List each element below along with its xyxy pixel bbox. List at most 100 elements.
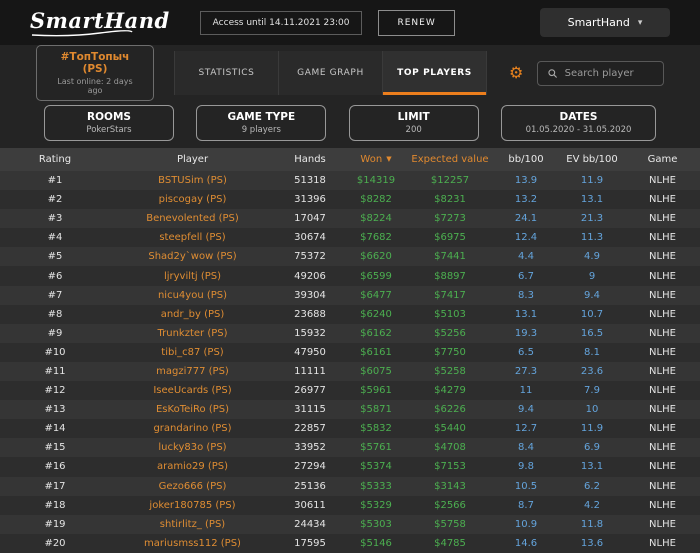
table-row[interactable]: #19 shtirlitz_ (PS) 24434 $5303 $5758 10.9 11.…	[0, 514, 700, 534]
cell-player[interactable]: Benevolented (PS)	[146, 213, 239, 225]
profile-tab[interactable]: #ТопТопыч (PS) Last online: 2 days ago	[36, 45, 154, 101]
cell-game: NLHE	[649, 404, 676, 416]
table-row[interactable]: #2 piscogay (PS) 31396 $8282 $8231 13.2 13.1 NL…	[0, 190, 700, 210]
cell-game: NLHE	[649, 499, 676, 511]
column-header-game[interactable]: Game	[625, 148, 700, 171]
cell-rating: #18	[44, 499, 66, 511]
column-header-player[interactable]: Player	[110, 148, 275, 171]
column-header-hands[interactable]: Hands	[275, 148, 345, 171]
filter-rooms[interactable]: ROOMS PokerStars	[44, 105, 174, 141]
cell-hands: 26977	[294, 385, 326, 397]
table-row[interactable]: #8 andr_by (PS) 23688 $6240 $5103 13.1 10.7 NLH…	[0, 304, 700, 324]
cell-player[interactable]: Gezo666 (PS)	[158, 480, 227, 492]
column-header-expected-value[interactable]: Expected value	[407, 148, 493, 171]
table-row[interactable]: #17 Gezo666 (PS) 25136 $5333 $3143 10.5 6.2 NLH…	[0, 476, 700, 496]
tab-group: STATISTICS GAME GRAPH TOP PLAYERS	[174, 51, 487, 95]
cell-hands: 25136	[294, 480, 326, 492]
cell-hands: 15932	[294, 327, 326, 339]
search-box[interactable]	[537, 60, 664, 86]
filter-limit[interactable]: LIMIT 200	[348, 105, 479, 141]
top-players-table: Rating Player Hands Won ▼ Expected value …	[0, 148, 700, 553]
table-header-row: Rating Player Hands Won ▼ Expected value …	[0, 148, 700, 171]
cell-ev: $7441	[434, 251, 466, 263]
filter-dates[interactable]: DATES 01.05.2020 - 31.05.2020	[500, 105, 656, 141]
cell-won: $5374	[360, 461, 392, 473]
cell-player[interactable]: joker180785 (PS)	[149, 499, 236, 511]
tab-game-graph[interactable]: GAME GRAPH	[279, 51, 383, 95]
table-row[interactable]: #14 grandarino (PS) 22857 $5832 $5440 12.7 11.…	[0, 419, 700, 439]
cell-game: NLHE	[649, 346, 676, 358]
cell-player[interactable]: BSTUSim (PS)	[158, 175, 227, 187]
cell-game: NLHE	[649, 461, 676, 473]
cell-rating: #1	[47, 175, 63, 187]
cell-player[interactable]: nicu4you (PS)	[157, 289, 228, 301]
table-row[interactable]: #9 Trunkzter (PS) 15932 $6162 $5256 19.3 16.5 N…	[0, 323, 700, 343]
table-row[interactable]: #6 ljryviltj (PS) 49206 $6599 $8897 6.7 9 NLHE	[0, 266, 700, 286]
cell-evbb100: 6.2	[584, 480, 600, 492]
cell-hands: 30674	[294, 232, 326, 244]
filter-dates-value: 01.05.2020 - 31.05.2020	[525, 125, 632, 135]
search-input[interactable]	[564, 67, 653, 79]
cell-player[interactable]: shtirlitz_ (PS)	[159, 518, 226, 530]
cell-player[interactable]: mariusmss112 (PS)	[144, 537, 241, 549]
cell-player[interactable]: Shad2y`wow (PS)	[148, 251, 237, 263]
filter-rooms-title: ROOMS	[87, 111, 131, 123]
table-row[interactable]: #3 Benevolented (PS) 17047 $8224 $7273 24.1 21…	[0, 209, 700, 229]
logo-text: SmartHand	[30, 8, 170, 33]
settings-gear-icon[interactable]: ⚙	[509, 63, 524, 82]
cell-bb100: 19.3	[514, 327, 538, 339]
logo[interactable]: SmartHand	[30, 8, 170, 37]
cell-player[interactable]: steepfell (PS)	[159, 232, 226, 244]
filter-limit-value: 200	[405, 125, 422, 135]
cell-player[interactable]: Trunkzter (PS)	[157, 327, 228, 339]
filter-game-type[interactable]: GAME TYPE 9 players	[196, 105, 327, 141]
table-row[interactable]: #16 aramio29 (PS) 27294 $5374 $7153 9.8 13.1 NL…	[0, 457, 700, 477]
cell-won: $6477	[360, 289, 392, 301]
logo-underline-swoosh	[31, 30, 133, 37]
cell-player[interactable]: magzi777 (PS)	[156, 365, 229, 377]
cell-player[interactable]: EsKoTeiRo (PS)	[155, 404, 230, 416]
column-header-ev-bb100[interactable]: EV bb/100	[559, 148, 625, 171]
cell-ev: $5440	[434, 423, 466, 435]
table-row[interactable]: #7 nicu4you (PS) 39304 $6477 $7417 8.3 9.4 NLHE	[0, 285, 700, 305]
cell-player[interactable]: IseeUcards (PS)	[153, 385, 232, 397]
cell-bb100: 13.1	[514, 308, 538, 320]
cell-bb100: 12.4	[514, 232, 538, 244]
column-header-rating[interactable]: Rating	[0, 148, 110, 171]
cell-evbb100: 8.1	[584, 346, 600, 358]
cell-won: $5961	[360, 385, 392, 397]
account-dropdown-button[interactable]: SmartHand ▾	[540, 8, 670, 37]
filter-game-type-title: GAME TYPE	[227, 111, 296, 123]
cell-player[interactable]: piscogay (PS)	[158, 194, 227, 206]
table-row[interactable]: #18 joker180785 (PS) 30611 $5329 $2566 8.7 4.2…	[0, 495, 700, 515]
table-row[interactable]: #1 BSTUSim (PS) 51318 $14319 $12257 13.9 11.9 N…	[0, 171, 700, 191]
cell-bb100: 11	[519, 385, 533, 397]
table-row[interactable]: #11 magzi777 (PS) 11111 $6075 $5258 27.3 23.6 N…	[0, 361, 700, 382]
tab-top-players[interactable]: TOP PLAYERS	[383, 51, 487, 95]
cell-player[interactable]: aramio29 (PS)	[156, 461, 229, 473]
cell-player[interactable]: tibi_c87 (PS)	[161, 346, 224, 358]
cell-rating: #19	[44, 518, 66, 530]
table-row[interactable]: #13 EsKoTeiRo (PS) 31115 $5871 $6226 9.4 10 NLH…	[0, 400, 700, 420]
cell-rating: #9	[47, 327, 63, 339]
cell-player[interactable]: grandarino (PS)	[153, 423, 232, 435]
table-row[interactable]: #5 Shad2y`wow (PS) 75372 $6620 $7441 4.4 4.9 NL…	[0, 247, 700, 267]
profile-tab-subtitle: Last online: 2 days ago	[57, 77, 133, 95]
column-header-bb100[interactable]: bb/100	[493, 148, 559, 171]
tab-statistics[interactable]: STATISTICS	[175, 51, 279, 95]
cell-player[interactable]: andr_by (PS)	[160, 308, 225, 320]
table-row[interactable]: #4 steepfell (PS) 30674 $7682 $6975 12.4 11.3 N…	[0, 228, 700, 248]
column-header-won[interactable]: Won ▼	[345, 148, 407, 171]
cell-hands: 31115	[294, 404, 326, 416]
table-row[interactable]: #20 mariusmss112 (PS) 17595 $5146 $4785 14.6 1…	[0, 533, 700, 553]
cell-evbb100: 10	[585, 404, 599, 416]
cell-bb100: 27.3	[514, 365, 538, 377]
cell-bb100: 13.2	[514, 194, 538, 206]
table-row[interactable]: #10 tibi_c87 (PS) 47950 $6161 $7750 6.5 8.1 NLH…	[0, 342, 700, 362]
cell-player[interactable]: lucky83o (PS)	[158, 442, 227, 454]
table-row[interactable]: #15 lucky83o (PS) 33952 $5761 $4708 8.4 6.9 NLH…	[0, 438, 700, 458]
table-row[interactable]: #12 IseeUcards (PS) 26977 $5961 $4279 11 7.9 NL…	[0, 381, 700, 401]
cell-player[interactable]: ljryviltj (PS)	[163, 270, 222, 282]
cell-hands: 24434	[294, 518, 326, 530]
renew-button[interactable]: RENEW	[378, 9, 455, 36]
